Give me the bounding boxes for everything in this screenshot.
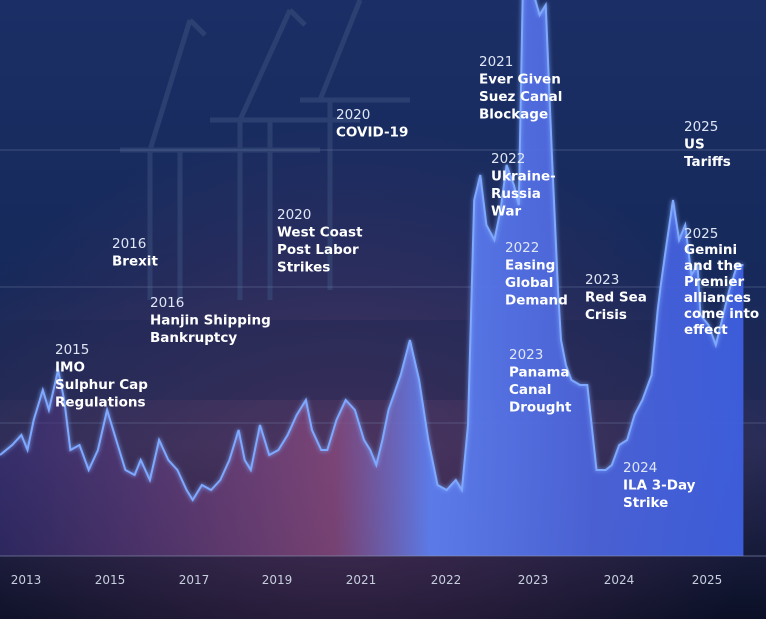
x-tick-2015: 2015 [95, 573, 126, 587]
annotation-text-line: Panama [509, 365, 570, 381]
series-area [0, 0, 744, 556]
annotation-text-line: Strikes [277, 260, 330, 276]
annotation-year: 2025 [684, 119, 718, 135]
annotation-text-line: Tariffs [684, 154, 731, 170]
x-tick-2019: 2019 [262, 573, 293, 587]
annotation-text-line: Blockage [479, 107, 548, 123]
annotation-5: 2020 COVID-19 [336, 107, 408, 141]
x-tick-2025: 2025 [692, 573, 723, 587]
annotation-7: 2022 Ukraine-Russia War [491, 151, 556, 220]
annotation-text-line: Easing [505, 258, 555, 274]
annotation-year: 2020 [277, 207, 311, 223]
annotation-text-line: US [684, 137, 705, 153]
annotation-text-line: COVID-19 [336, 125, 408, 141]
annotation-text-line: War [491, 204, 522, 220]
annotation-year: 2015 [55, 342, 89, 358]
series-line [0, 0, 744, 502]
annotation-year: 2022 [491, 151, 525, 167]
annotation-year: 2025 [684, 226, 718, 242]
annotation-text-line: Demand [505, 293, 568, 309]
x-tick-labels: 2013 2015 2017 2019 2021 2022 2023 2024 2025 [11, 573, 723, 587]
annotation-text-line: Regulations [55, 395, 146, 411]
x-tick-2013: 2013 [11, 573, 42, 587]
annotation-year: 2016 [150, 295, 184, 311]
annotation-text-line: Canal [509, 382, 551, 398]
annotation-text-line: come into [684, 306, 759, 322]
x-tick-2021: 2021 [346, 573, 377, 587]
port-crane-silhouettes [120, 0, 410, 300]
annotation-text-line: Suez Canal [479, 89, 562, 105]
annotation-text-line: Post Labor [277, 242, 359, 258]
annotation-text-line: West Coast [277, 225, 363, 241]
annotation-year: 2024 [623, 460, 657, 476]
annotation-year: 2020 [336, 107, 370, 123]
annotation-year: 2022 [505, 240, 539, 256]
annotation-text-line: Hanjin Shipping [150, 313, 271, 329]
annotation-year: 2023 [509, 347, 543, 363]
annotation-text-line: Premier [684, 274, 745, 290]
annotation-text-line: Gemini [684, 242, 737, 258]
annotation-year: 2023 [585, 272, 619, 288]
annotation-text-line: Strike [623, 495, 668, 511]
annotation-text-line: Red Sea [585, 290, 647, 306]
annotation-text-line: effect [684, 322, 728, 338]
annotation-text-line: Global [505, 275, 553, 291]
water-band [0, 320, 766, 400]
annotation-text-line: Ukraine- [491, 169, 556, 185]
annotation-text-line: Crisis [585, 307, 627, 323]
x-tick-2017: 2017 [179, 573, 210, 587]
annotation-text-line: Bankruptcy [150, 330, 237, 346]
x-tick-2022: 2022 [431, 573, 462, 587]
x-tick-2024: 2024 [604, 573, 635, 587]
annotation-text-line: Brexit [112, 254, 158, 270]
annotation-text-line: IMO [55, 360, 85, 376]
annotation-text-line: Drought [509, 400, 572, 416]
annotation-text-line: Russia [491, 186, 541, 202]
annotation-2: 2016 Brexit [112, 236, 158, 270]
annotation-year: 2021 [479, 54, 513, 70]
annotation-text-line: ILA 3-Day [623, 478, 696, 494]
annotation-text-line: Sulphur Cap [55, 377, 148, 393]
annotation-year: 2016 [112, 236, 146, 252]
x-tick-2023: 2023 [518, 573, 549, 587]
annotation-text-line: and the [684, 258, 742, 274]
annotation-text-line: Ever Given [479, 72, 561, 88]
annotation-text-line: alliances [684, 290, 751, 306]
